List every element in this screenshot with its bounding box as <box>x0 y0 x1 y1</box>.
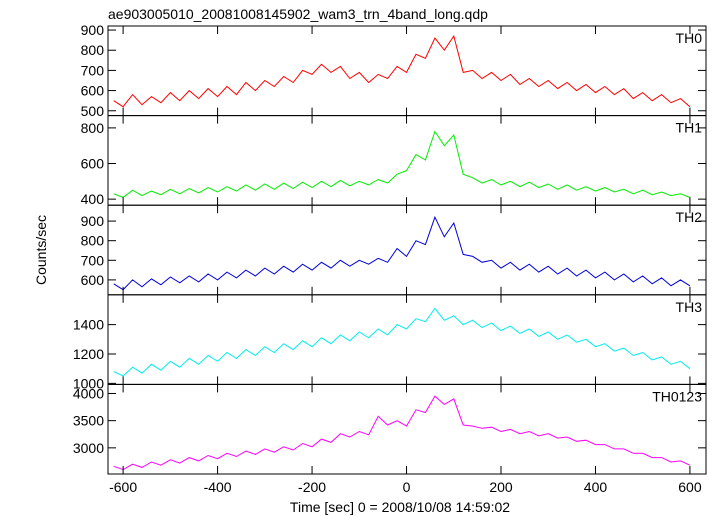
panel-frame <box>107 294 707 385</box>
chart-title: ae903005010_20081008145902_wam3_trn_4ban… <box>108 6 488 22</box>
series-line <box>113 130 691 198</box>
y-tick-label: 3000 <box>73 440 104 456</box>
panel-label: TH0123 <box>652 388 702 404</box>
x-tick-label: -400 <box>204 479 232 495</box>
x-tick-label: 200 <box>489 479 513 495</box>
series-line <box>113 395 691 471</box>
x-axis-label: Time [sec] 0 = 2008/10/08 14:59:02 <box>290 499 510 515</box>
x-tick-label: 400 <box>584 479 608 495</box>
y-tick-label: 900 <box>81 213 105 229</box>
y-tick-label: 500 <box>81 103 105 119</box>
y-tick-label: 800 <box>81 42 105 58</box>
y-tick-label: 600 <box>81 83 105 99</box>
y-tick-label: 4000 <box>73 385 104 401</box>
y-tick-label: 700 <box>81 252 105 268</box>
series-line <box>113 34 691 108</box>
y-tick-label: 400 <box>81 191 105 207</box>
y-tick-label: 1200 <box>73 346 104 362</box>
y-tick-label: 700 <box>81 62 105 78</box>
y-tick-label: 800 <box>81 120 105 136</box>
y-tick-label: 1000 <box>73 375 104 391</box>
x-tick-label: 0 <box>403 479 411 495</box>
panel-label: TH1 <box>676 120 703 136</box>
y-tick-label: 800 <box>81 233 105 249</box>
panel-label: TH2 <box>676 209 703 225</box>
x-tick-label: -600 <box>109 479 137 495</box>
y-axis-label: Counts/sec <box>33 215 49 285</box>
y-tick-label: 900 <box>81 22 105 38</box>
y-tick-label: 600 <box>81 156 105 172</box>
series-line <box>113 307 691 377</box>
y-tick-label: 1400 <box>73 317 104 333</box>
panel-label: TH0 <box>676 30 703 46</box>
x-tick-label: 600 <box>678 479 702 495</box>
panel-label: TH3 <box>676 299 703 315</box>
x-tick-label: -200 <box>298 479 326 495</box>
y-tick-label: 600 <box>81 272 105 288</box>
series-line <box>113 215 691 291</box>
y-tick-label: 3500 <box>73 413 104 429</box>
